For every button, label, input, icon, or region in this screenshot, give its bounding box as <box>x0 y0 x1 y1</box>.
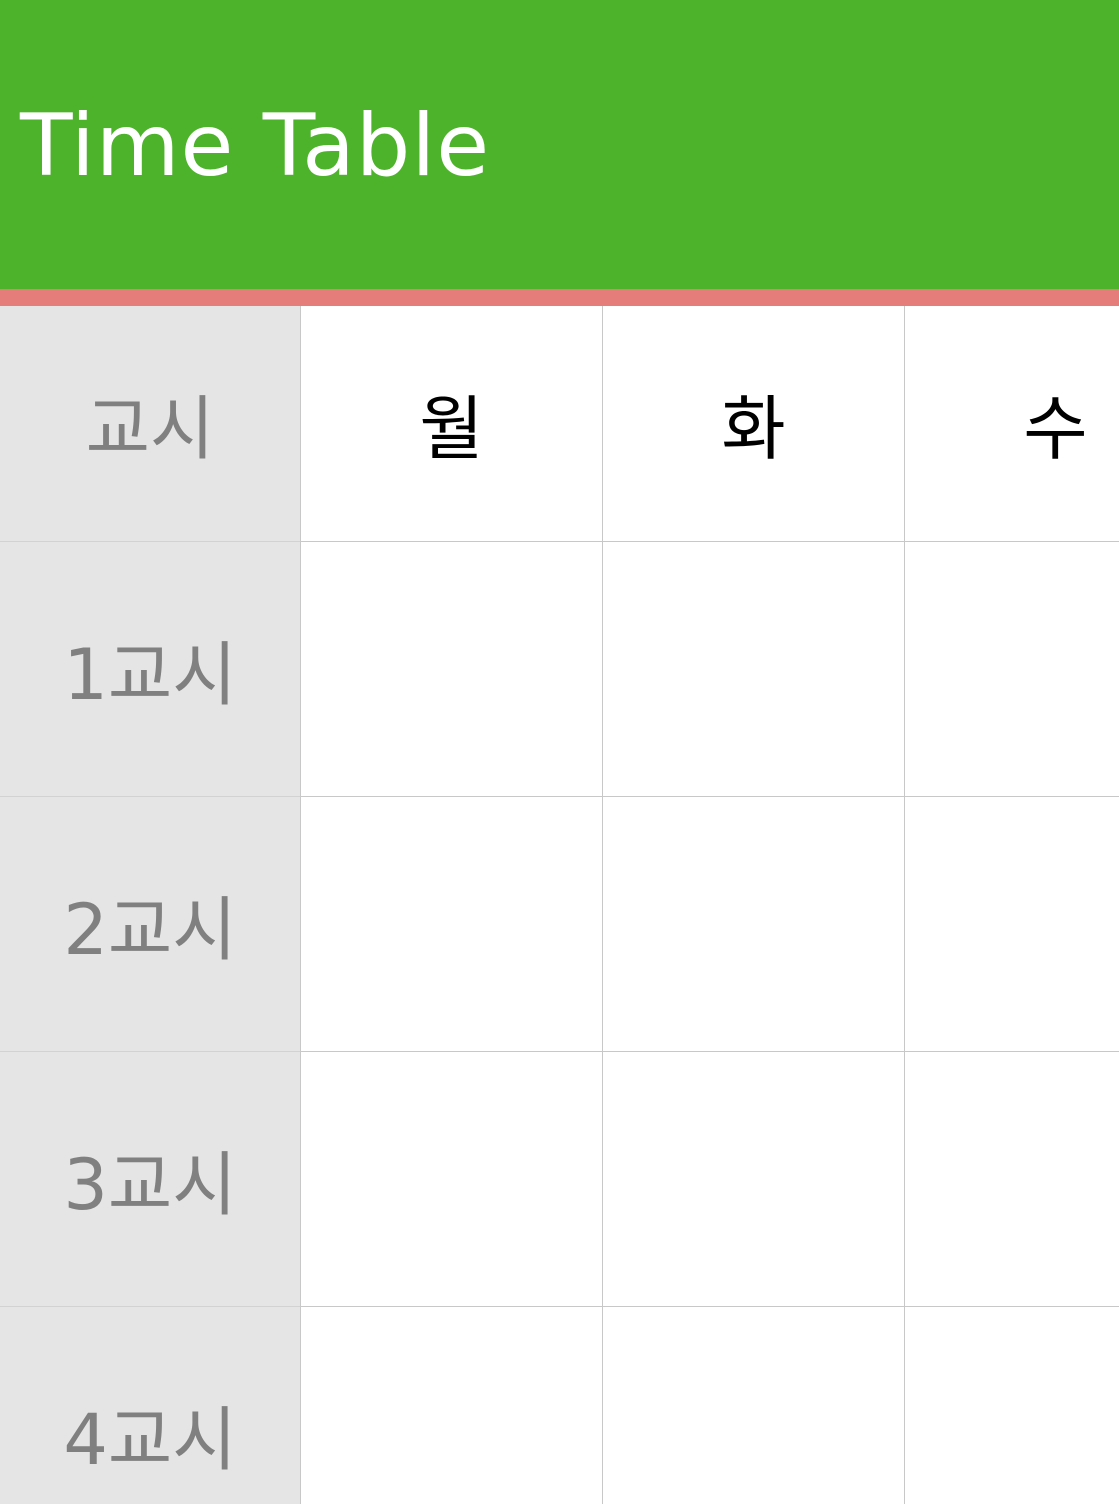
slot-p3-wed[interactable] <box>904 1052 1119 1307</box>
corner-label: 교시 <box>0 306 300 542</box>
app-bar: Time Table <box>0 0 1119 289</box>
slot-p2-wed[interactable] <box>904 797 1119 1052</box>
day-header-mon: 월 <box>300 306 602 542</box>
period-label-3: 3교시 <box>0 1052 300 1307</box>
day-header-tue: 화 <box>602 306 904 542</box>
slot-p2-tue[interactable] <box>602 797 904 1052</box>
period-label-1: 1교시 <box>0 542 300 797</box>
slot-p4-wed[interactable] <box>904 1307 1119 1504</box>
slot-p1-mon[interactable] <box>300 542 602 797</box>
slot-p4-tue[interactable] <box>602 1307 904 1504</box>
slot-p4-mon[interactable] <box>300 1307 602 1504</box>
app-title: Time Table <box>20 96 491 196</box>
slot-p2-mon[interactable] <box>300 797 602 1052</box>
period-label-4: 4교시 <box>0 1307 300 1504</box>
day-header-wed: 수 <box>904 306 1119 542</box>
slot-p3-mon[interactable] <box>300 1052 602 1307</box>
slot-p1-tue[interactable] <box>602 542 904 797</box>
accent-divider <box>0 289 1119 306</box>
slot-p1-wed[interactable] <box>904 542 1119 797</box>
period-label-2: 2교시 <box>0 797 300 1052</box>
slot-p3-tue[interactable] <box>602 1052 904 1307</box>
timetable-grid: 교시 월 화 수 1교시 2교시 3교시 4교시 <box>0 306 1119 1504</box>
